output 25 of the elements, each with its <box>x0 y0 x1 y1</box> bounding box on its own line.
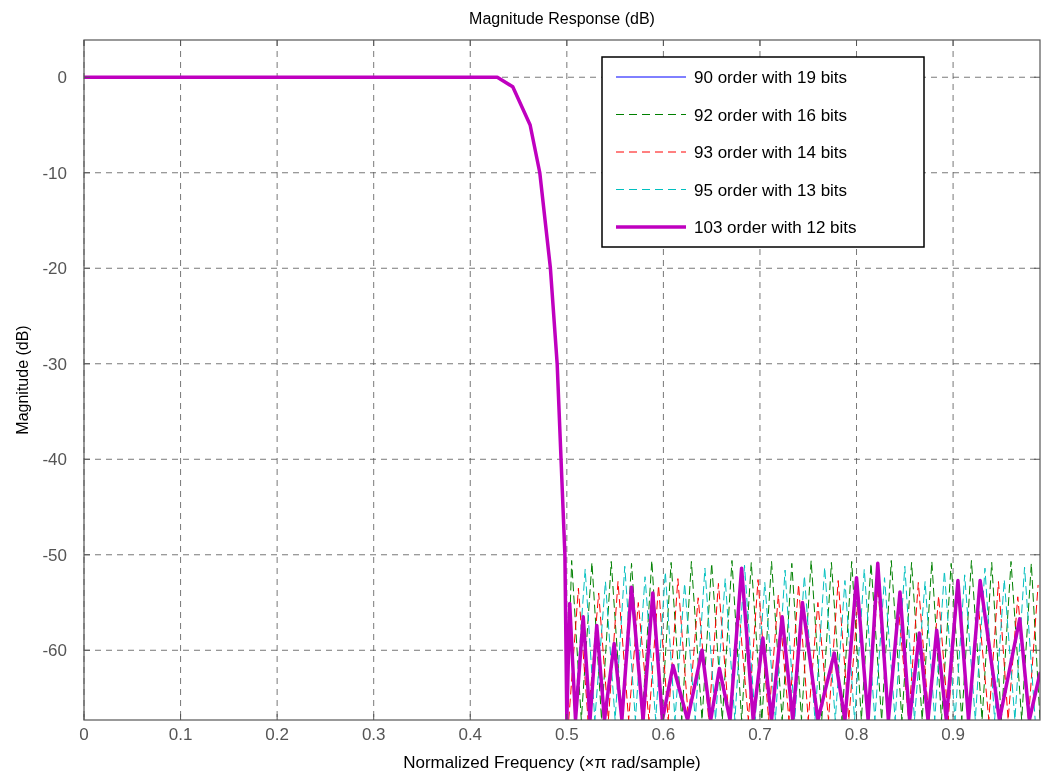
y-tick-label: -50 <box>42 545 67 565</box>
x-tick-label: 0.5 <box>555 725 579 744</box>
x-tick-label: 0 <box>79 725 89 744</box>
legend-label: 95 order with 13 bits <box>694 180 848 200</box>
x-tick-label: 0.9 <box>941 725 965 744</box>
x-tick-label: 0.2 <box>265 725 289 744</box>
legend-label: 103 order with 12 bits <box>694 218 857 237</box>
y-tick-label: -40 <box>42 450 67 470</box>
x-tick-label: 0.7 <box>748 725 772 744</box>
x-tick-label: 0.3 <box>361 725 386 744</box>
y-tick-label: -20 <box>42 259 67 279</box>
x-tick-label: 0.1 <box>168 725 193 744</box>
y-tick-label: -10 <box>42 163 67 183</box>
chart-title: Magnitude Response (dB) <box>469 10 655 27</box>
x-tick-label: 0.6 <box>651 725 676 744</box>
legend-label: 92 order with 16 bits <box>694 105 848 125</box>
y-tick-label: 0 <box>57 68 67 88</box>
x-tick-label: 0.4 <box>458 725 483 744</box>
legend-label: 90 order with 19 bits <box>694 68 848 87</box>
y-tick-label: -30 <box>42 354 67 374</box>
x-tick-label: 0.8 <box>844 725 869 744</box>
x-axis-title: Normalized Frequency (×π rad/sample) <box>403 753 701 772</box>
y-axis-title: Magnitude (dB) <box>14 325 31 435</box>
legend-label: 93 order with 14 bits <box>694 143 848 162</box>
y-tick-label: -60 <box>42 641 67 661</box>
